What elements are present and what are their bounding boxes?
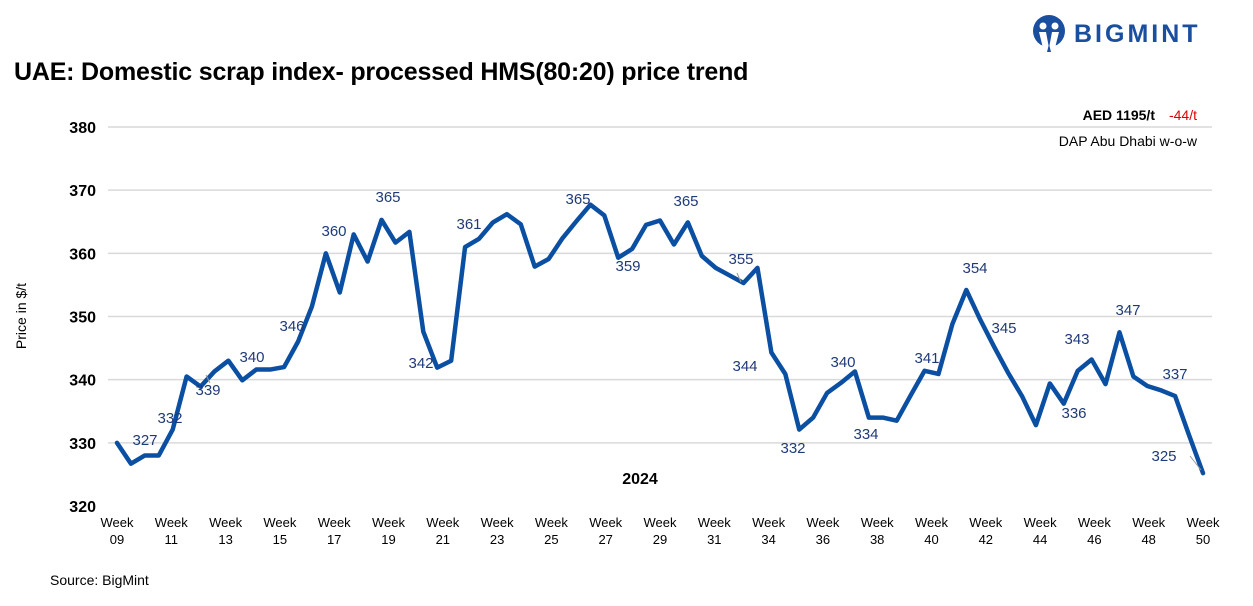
y-tick-label: 330 — [69, 436, 96, 453]
x-tick-label: Week 29 — [644, 515, 677, 547]
series-line — [114, 202, 1206, 476]
label-leader — [1189, 455, 1202, 471]
y-tick-label: 380 — [69, 120, 96, 137]
x-tick-label: Week 50 — [1187, 515, 1220, 547]
x-tick-label: Week 27 — [589, 515, 622, 547]
x-tick-label: Week 31 — [698, 515, 731, 547]
y-tick-label: 350 — [69, 310, 96, 327]
data-label: 325 — [1151, 448, 1176, 465]
data-label: 360 — [321, 223, 346, 240]
bigmint-logo: BIGMINT — [1032, 14, 1201, 54]
data-label: 344 — [732, 358, 757, 375]
data-label: 361 — [456, 216, 481, 233]
label-leader — [736, 272, 742, 283]
x-tick-label: Week 21 — [426, 515, 459, 547]
data-label: 327 — [132, 432, 157, 449]
y-tick-label: 360 — [69, 246, 96, 263]
x-tick-label: Week 11 — [155, 515, 188, 547]
data-label: 345 — [991, 320, 1016, 337]
x-tick-label: Week 15 — [263, 515, 296, 547]
x-tick-label: Week 40 — [915, 515, 948, 547]
data-label: 332 — [157, 410, 182, 427]
x-tick-label: Week 44 — [1024, 515, 1057, 547]
x-tick-label: Week 17 — [318, 515, 351, 547]
data-label: 340 — [239, 349, 264, 366]
x-tick-label: Week 25 — [535, 515, 568, 547]
chart-title: UAE: Domestic scrap index- processed HMS… — [14, 58, 749, 86]
data-label: 340 — [830, 354, 855, 371]
data-label: 342 — [408, 355, 433, 372]
x-axis-year-label: 2024 — [622, 471, 658, 488]
data-label: 365 — [375, 189, 400, 206]
price-value: AED 1195/t — [1082, 107, 1155, 123]
data-label: 334 — [853, 426, 878, 443]
x-tick-label: Week 13 — [209, 515, 242, 547]
x-tick-label: Week 42 — [969, 515, 1002, 547]
y-tick-label: 320 — [69, 499, 96, 516]
data-label: 336 — [1061, 405, 1086, 422]
x-tick-label: Week 38 — [861, 515, 894, 547]
x-tick-label: Week 46 — [1078, 515, 1111, 547]
x-tick-label: Week 23 — [481, 515, 514, 547]
data-label: 355 — [728, 251, 753, 268]
x-tick-label: Week 09 — [101, 515, 134, 547]
y-tick-label: 340 — [69, 373, 96, 390]
data-label: 343 — [1064, 331, 1089, 348]
data-label: 339 — [195, 382, 220, 399]
price-change: -44/t — [1168, 107, 1197, 123]
data-label: 341 — [914, 350, 939, 367]
y-tick-label: 370 — [69, 183, 96, 200]
data-label: 347 — [1115, 302, 1140, 319]
y-axis-label: Price in $/t — [13, 283, 29, 349]
source-note: Source: BigMint — [50, 572, 149, 588]
x-tick-label: Week 19 — [372, 515, 405, 547]
data-label: 332 — [780, 440, 805, 457]
logo-mark-icon — [1033, 15, 1065, 52]
x-tick-label: Week 36 — [806, 515, 839, 547]
price-note: DAP Abu Dhabi w-o-w — [1058, 133, 1197, 149]
price-summary: AED 1195/t -44/t DAP Abu Dhabi w-o-w — [1059, 107, 1197, 149]
data-label: 365 — [673, 193, 698, 210]
data-label: 365 — [565, 191, 590, 208]
data-label: 354 — [962, 260, 987, 277]
x-tick-label: Week 48 — [1132, 515, 1165, 547]
x-tick-label: Week 34 — [752, 515, 785, 547]
data-label: 337 — [1162, 366, 1187, 383]
data-label: 359 — [615, 258, 640, 275]
data-label: 346 — [279, 318, 304, 335]
label-leader — [205, 374, 211, 384]
logo-text: BIGMINT — [1074, 19, 1201, 48]
